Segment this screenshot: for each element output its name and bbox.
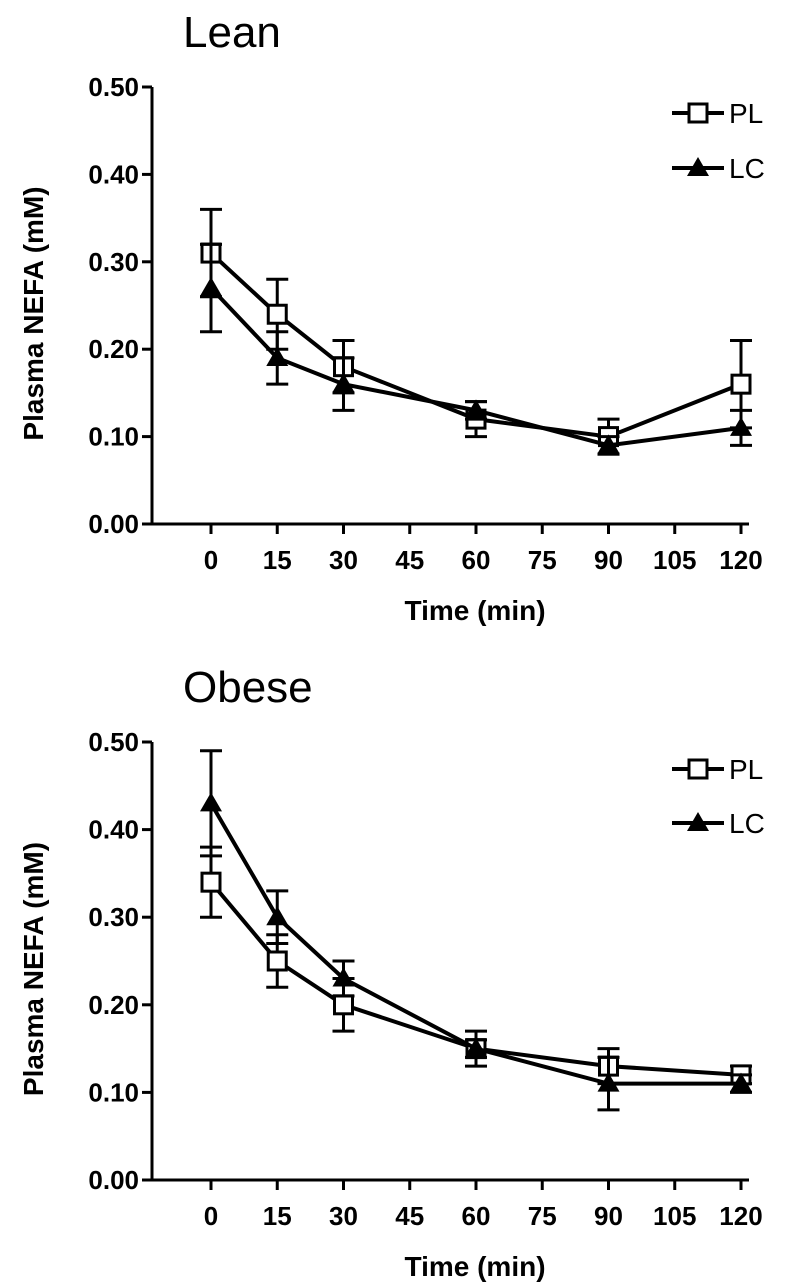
obese-legend-lc: LC [672, 808, 765, 839]
lean-legend-pl-marker [687, 102, 709, 124]
obese-lc-point [597, 1072, 620, 1092]
lean-lc-point [465, 399, 487, 419]
obese-y-tick-label: 0.40 [88, 815, 139, 845]
lean-x-tick-label: 60 [462, 545, 491, 575]
obese-y-tick-label: 0.10 [88, 1077, 139, 1107]
lean-legend-pl-label: PL [729, 98, 763, 129]
lean-lc-point [266, 346, 289, 366]
lean-lc-point [730, 416, 752, 436]
obese-panel: Obese 0.00 0.10 0.20 0.30 0.40 0.50 0 15 30 45 60 7… [18, 663, 765, 1282]
lean-lc-point [597, 434, 620, 454]
lean-y-tick-label: 0.00 [88, 509, 139, 539]
lean-lc-line [209, 286, 742, 448]
obese-y-tick-label: 0.00 [88, 1165, 139, 1195]
lean-x-tick-label: 105 [653, 545, 696, 575]
obese-x-tick-label: 90 [594, 1201, 623, 1231]
obese-x-tick-label: 0 [204, 1201, 218, 1231]
obese-x-axis-label: Time (min) [404, 1251, 545, 1282]
lean-series-lc [200, 242, 752, 456]
obese-lc-point [266, 906, 289, 926]
lean-legend-lc: LC [672, 153, 765, 184]
lean-title: Lean [183, 8, 281, 57]
lean-pl-point [266, 303, 288, 325]
obese-y-tick-label: 0.20 [88, 990, 139, 1020]
obese-legend-pl-marker [687, 758, 709, 780]
lean-x-tick-label: 90 [594, 545, 623, 575]
obese-lc-point [332, 967, 355, 987]
lean-y-tick-label: 0.40 [88, 159, 139, 189]
lean-panel: Lean 0.00 0.10 0.20 0.30 0.40 0.50 0 15 30 45 60 75… [18, 8, 765, 626]
obese-legend-lc-label: LC [729, 808, 765, 839]
obese-lc-point [200, 792, 222, 812]
lean-x-tick-label: 75 [528, 545, 557, 575]
lean-y-tick-label: 0.50 [88, 72, 139, 102]
lean-x-tick-label: 15 [263, 545, 292, 575]
obese-legend-pl-label: PL [729, 754, 763, 785]
lean-x-tick-label: 30 [329, 545, 358, 575]
obese-x-tick-label: 45 [395, 1201, 424, 1231]
obese-legend-lc-marker [687, 812, 709, 831]
obese-x-tick-label: 105 [653, 1201, 696, 1231]
obese-y-tick-label: 0.30 [88, 902, 139, 932]
obese-lc-point [730, 1072, 752, 1092]
lean-pl-line [209, 251, 742, 439]
obese-lc-point [465, 1037, 487, 1057]
lean-legend-pl: PL [672, 98, 763, 129]
lean-pl-point [730, 373, 752, 395]
obese-lc-line [209, 802, 741, 1086]
obese-x-tick-label: 60 [462, 1201, 491, 1231]
obese-title: Obese [183, 663, 313, 712]
obese-pl-line [209, 880, 742, 1077]
lean-x-tick-label: 0 [204, 545, 218, 575]
obese-y-tick-label: 0.50 [88, 727, 139, 757]
lean-lc-point [332, 373, 355, 393]
lean-x-tick-label: 120 [719, 545, 762, 575]
lean-y-tick-label: 0.20 [88, 334, 139, 364]
obese-x-tick-label: 30 [329, 1201, 358, 1231]
lean-lc-point [200, 277, 222, 297]
obese-pl-point [266, 950, 288, 972]
lean-y-axis-label: Plasma NEFA (mM) [18, 186, 49, 440]
obese-series-lc [200, 749, 752, 1112]
obese-legend-pl: PL [672, 754, 763, 785]
obese-x-tick-label: 75 [528, 1201, 557, 1231]
obese-x-tick-label: 15 [263, 1201, 292, 1231]
lean-legend-lc-label: LC [729, 153, 765, 184]
obese-y-axis-label: Plasma NEFA (mM) [18, 842, 49, 1096]
lean-x-tick-label: 45 [395, 545, 424, 575]
obese-pl-point [200, 871, 222, 893]
lean-y-tick-label: 0.10 [88, 422, 139, 452]
lean-legend-lc-marker [687, 157, 709, 176]
lean-x-axis-label: Time (min) [404, 595, 545, 626]
lean-y-tick-label: 0.30 [88, 247, 139, 277]
obese-pl-point [333, 994, 354, 1016]
obese-x-tick-label: 120 [719, 1201, 762, 1231]
